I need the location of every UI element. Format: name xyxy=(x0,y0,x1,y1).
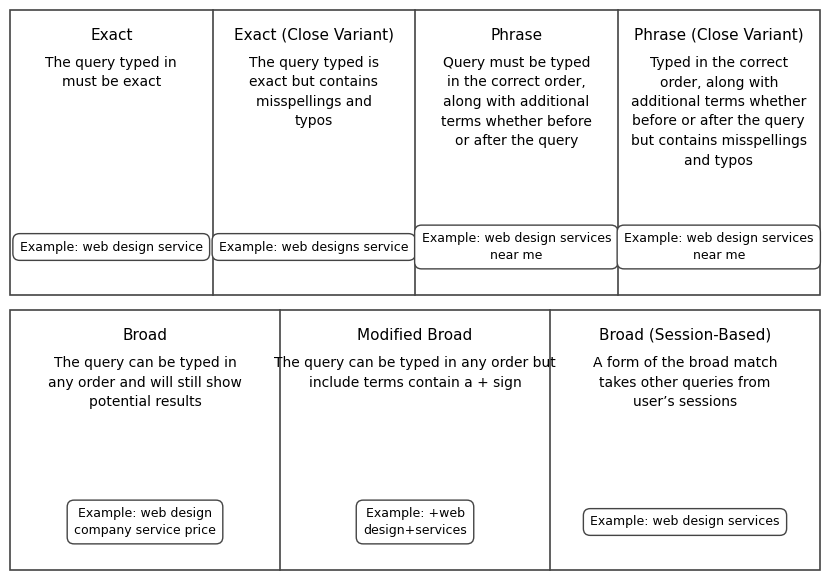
Text: Broad (Session-Based): Broad (Session-Based) xyxy=(599,328,771,343)
Text: The query can be typed in
any order and will still show
potential results: The query can be typed in any order and … xyxy=(48,356,242,409)
Text: Phrase (Close Variant): Phrase (Close Variant) xyxy=(634,28,803,43)
Text: Example: web design services
near me: Example: web design services near me xyxy=(422,232,611,262)
Text: Example: +web
design+services: Example: +web design+services xyxy=(364,507,467,537)
Bar xyxy=(10,310,820,570)
Bar xyxy=(10,10,820,295)
Text: Example: web design services: Example: web design services xyxy=(590,516,779,528)
Text: The query can be typed in any order but
include terms contain a + sign: The query can be typed in any order but … xyxy=(274,356,556,390)
Text: Example: web design service: Example: web design service xyxy=(20,241,203,253)
Text: Example: web designs service: Example: web designs service xyxy=(219,241,408,253)
Text: Typed in the correct
order, along with
additional terms whether
before or after : Typed in the correct order, along with a… xyxy=(631,56,807,168)
Text: Phrase: Phrase xyxy=(491,28,542,43)
Text: Query must be typed
in the correct order,
along with additional
terms whether be: Query must be typed in the correct order… xyxy=(441,56,592,148)
Text: Broad: Broad xyxy=(123,328,168,343)
Text: A form of the broad match
takes other queries from
user’s sessions: A form of the broad match takes other qu… xyxy=(593,356,777,409)
Text: Modified Broad: Modified Broad xyxy=(358,328,472,343)
Text: Example: web design
company service price: Example: web design company service pric… xyxy=(74,507,216,537)
Text: Exact (Close Variant): Exact (Close Variant) xyxy=(234,28,393,43)
Text: Exact: Exact xyxy=(90,28,133,43)
Text: Example: web design services
near me: Example: web design services near me xyxy=(624,232,813,262)
Text: The query typed in
must be exact: The query typed in must be exact xyxy=(46,56,177,89)
Text: The query typed is
exact but contains
misspellings and
typos: The query typed is exact but contains mi… xyxy=(249,56,378,129)
